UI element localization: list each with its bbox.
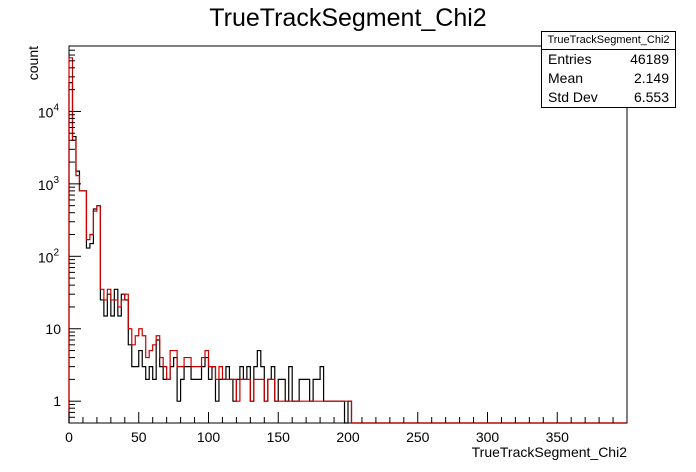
x-tick-label: 150 bbox=[267, 429, 291, 445]
stats-row-mean: Mean 2.149 bbox=[542, 69, 675, 88]
y-axis-label: count bbox=[25, 46, 41, 80]
stats-entries-value: 46189 bbox=[630, 51, 669, 67]
x-tick-label: 300 bbox=[476, 429, 500, 445]
x-tick-label: 50 bbox=[131, 429, 147, 445]
x-tick-label: 200 bbox=[336, 429, 360, 445]
stats-mean-value: 2.149 bbox=[633, 70, 669, 86]
x-tick-label: 350 bbox=[546, 429, 570, 445]
stats-row-entries: Entries 46189 bbox=[542, 50, 675, 69]
stats-box-title: TrueTrackSegment_Chi2 bbox=[542, 32, 675, 50]
y-tick-label: 1 bbox=[53, 393, 61, 409]
chart-title: TrueTrackSegment_Chi2 bbox=[209, 4, 487, 32]
x-tick-label: 250 bbox=[406, 429, 430, 445]
y-tick-label: 10 bbox=[45, 321, 61, 337]
stats-mean-label: Mean bbox=[548, 70, 584, 86]
y-tick-label: 104 bbox=[38, 102, 60, 120]
stats-std-value: 6.553 bbox=[633, 89, 669, 105]
y-tick-label: 103 bbox=[38, 175, 60, 193]
histogram-series-1 bbox=[68, 57, 627, 424]
x-tick-label: 100 bbox=[197, 429, 221, 445]
stats-box: TrueTrackSegment_Chi2 Entries 46189 Mean… bbox=[541, 31, 676, 108]
stats-entries-label: Entries bbox=[548, 51, 592, 67]
x-axis-label: TrueTrackSegment_Chi2 bbox=[472, 444, 628, 460]
y-tick-label: 102 bbox=[38, 247, 60, 265]
stats-std-label: Std Dev bbox=[548, 89, 598, 105]
x-tick-label: 0 bbox=[65, 429, 73, 445]
histogram-series-0 bbox=[68, 81, 627, 424]
stats-row-stddev: Std Dev 6.553 bbox=[542, 88, 675, 107]
